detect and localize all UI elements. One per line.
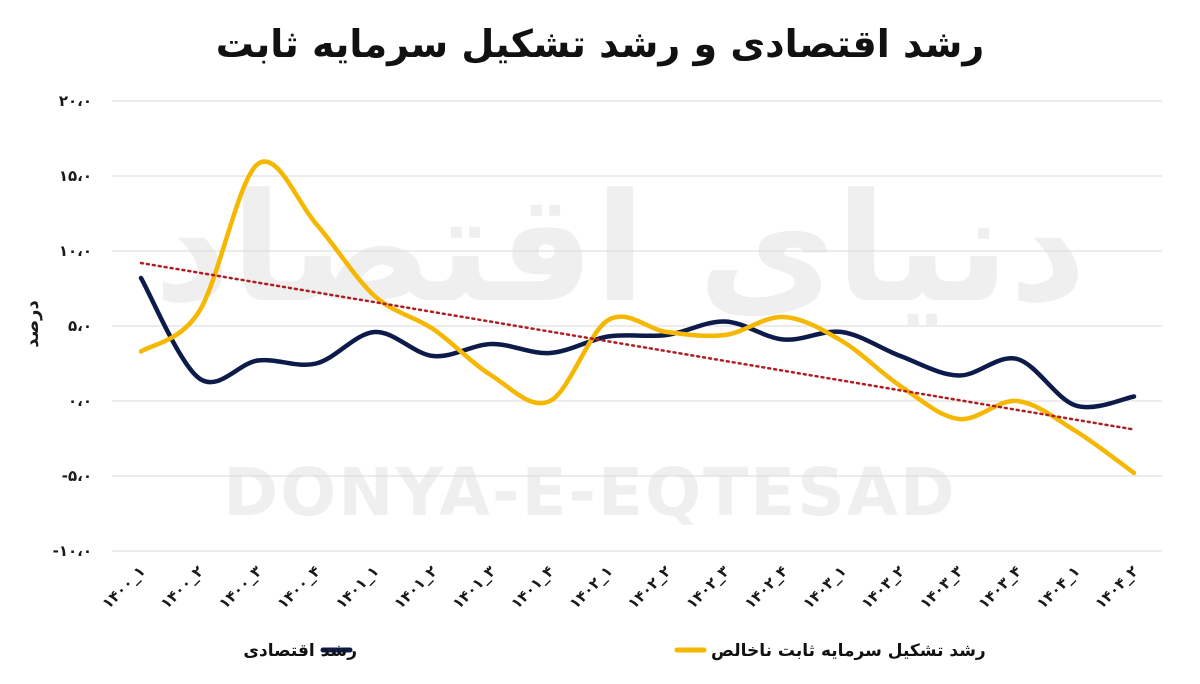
watermark-latin: DONYA-E-EQTESAD: [223, 454, 956, 531]
series-line-fixed-capital-formation: [138, 159, 1137, 476]
y-tick-label: ۵،۰: [68, 317, 92, 335]
x-tick-label: ۱۴۰۰_۲: [157, 562, 207, 612]
x-tick-label: ۱۴۰۳_۳: [916, 562, 966, 612]
x-tick-label: ۱۴۰۲_۱: [566, 562, 616, 612]
y-tick-label: ۰،۰: [68, 392, 92, 410]
x-tick-label: ۱۴۰۰_۱: [98, 562, 148, 612]
y-tick-label: -۱۰،۰: [53, 542, 92, 560]
legend: رشد اقتصادی رشد تشکیل سرمایه ثابت ناخالص: [243, 641, 985, 661]
y-axis-ticks: ۲۰،۰ ۱۵،۰ ۱۰،۰ ۵،۰ ۰،۰ -۵،۰ -۱۰،۰: [53, 92, 92, 560]
x-tick-label: ۱۴۰۱_۴: [507, 562, 557, 612]
trendline: [139, 261, 1136, 431]
x-tick-label: ۱۴۰۲_۲: [624, 562, 674, 612]
x-tick-label: ۱۴۰۴_۱: [1033, 562, 1083, 612]
x-axis-ticks: ۱۴۰۰_۱ ۱۴۰۰_۲ ۱۴۰۰_۳ ۱۴۰۰_۴ ۱۴۰۱_۱ ۱۴۰۱_۲ ۱۴۰۱…: [98, 562, 1141, 612]
watermark: DONYA-E-EQTESAD دنیای اقتصاد: [154, 162, 1087, 531]
x-tick-label: ۱۴۰۲_۳: [683, 562, 733, 612]
gridlines: [112, 100, 1162, 552]
x-tick-label: ۱۴۰۲_۴: [741, 562, 791, 612]
trendline-line: [139, 261, 1136, 431]
x-tick-label: ۱۴۰۳_۲: [858, 562, 908, 612]
x-tick-label: ۱۴۰۳_۴: [975, 562, 1025, 612]
y-tick-label: ۱۰،۰: [59, 242, 92, 260]
x-tick-label: ۱۴۰۰_۳: [215, 562, 265, 612]
chart-title: رشد اقتصادی و رشد تشکیل سرمایه ثابت: [215, 22, 985, 66]
x-tick-label: ۱۴۰۱_۲: [390, 562, 440, 612]
watermark-persian: دنیای اقتصاد: [154, 162, 1087, 336]
x-tick-label: ۱۴۰۴_۲: [1091, 562, 1141, 612]
y-tick-label: -۵،۰: [62, 467, 92, 485]
series-line-economic-growth: [138, 275, 1137, 410]
series-lines: [138, 159, 1137, 476]
y-tick-label: ۱۵،۰: [59, 167, 92, 185]
legend-label-fixed-capital-formation: رشد تشکیل سرمایه ثابت ناخالص: [711, 641, 986, 661]
y-axis-label: درصد: [22, 300, 43, 347]
y-tick-label: ۲۰،۰: [59, 92, 92, 110]
x-tick-label: ۱۴۰۱_۳: [449, 562, 499, 612]
x-tick-label: ۱۴۰۱_۱: [332, 562, 382, 612]
legend-label-economic-growth: رشد اقتصادی: [243, 641, 357, 661]
x-tick-label: ۱۴۰۳_۱: [799, 562, 849, 612]
x-tick-label: ۱۴۰۰_۴: [274, 562, 324, 612]
